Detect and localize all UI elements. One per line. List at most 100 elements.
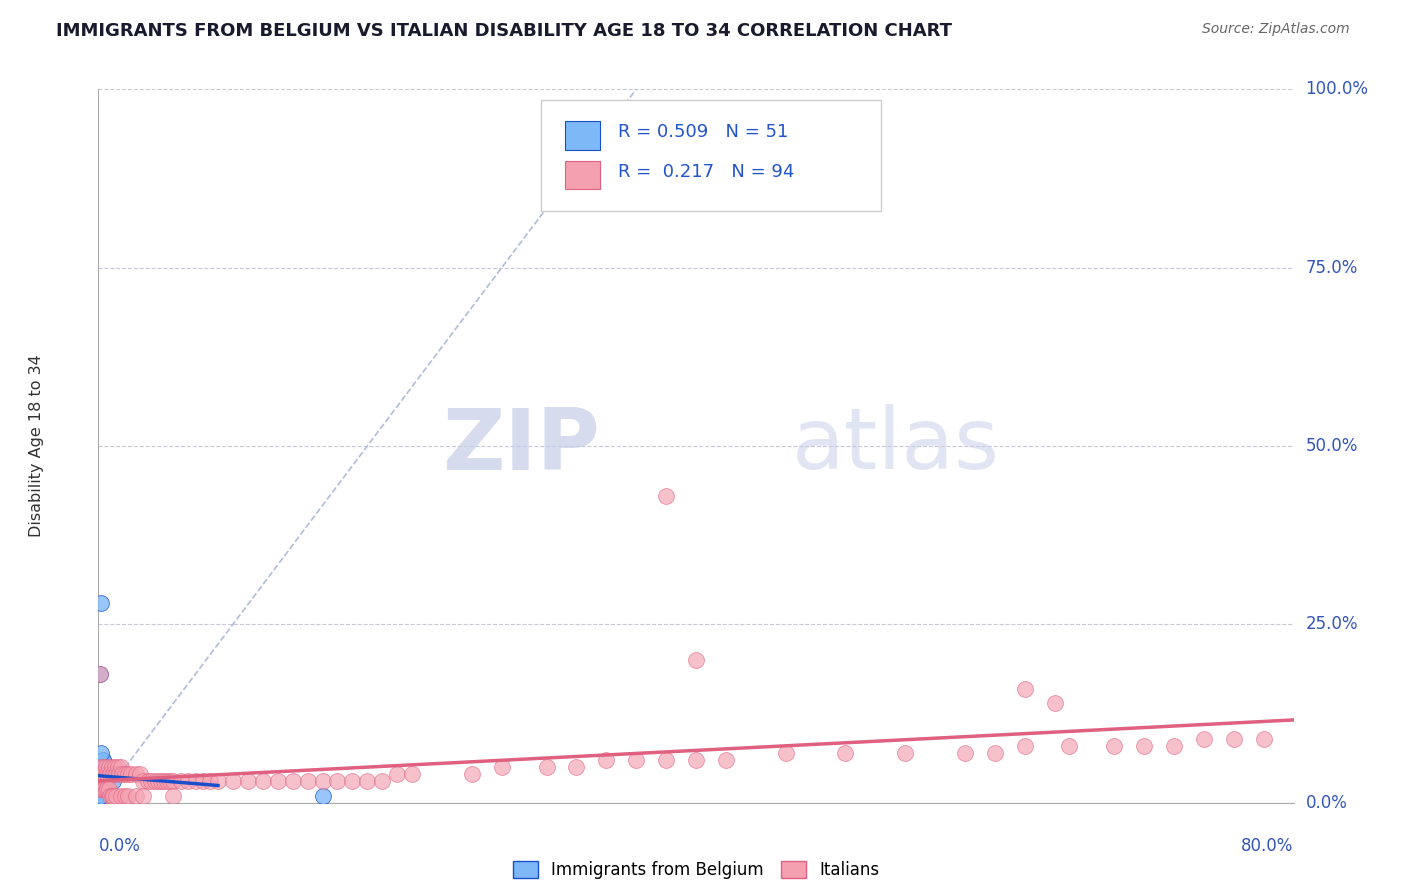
Point	[159, 774, 181, 789]
Point	[775, 746, 797, 760]
Text: 0.0%: 0.0%	[1306, 794, 1347, 812]
Point	[184, 774, 207, 789]
Point	[89, 760, 111, 774]
Point	[129, 767, 152, 781]
Point	[311, 789, 333, 803]
Point	[132, 789, 155, 803]
Point	[153, 774, 176, 789]
Point	[101, 760, 124, 774]
Point	[90, 789, 112, 803]
Point	[834, 746, 856, 760]
Point	[125, 767, 148, 781]
Point	[89, 789, 111, 803]
Point	[461, 767, 484, 781]
Text: 25.0%: 25.0%	[1306, 615, 1358, 633]
Text: 100.0%: 100.0%	[1306, 80, 1368, 98]
Point	[89, 781, 111, 796]
Point	[1104, 739, 1126, 753]
Point	[120, 767, 142, 781]
Point	[89, 774, 111, 789]
Point	[90, 767, 112, 781]
Point	[281, 774, 304, 789]
Text: Disability Age 18 to 34: Disability Age 18 to 34	[28, 355, 44, 537]
Point	[267, 774, 290, 789]
Point	[89, 760, 111, 774]
Point	[169, 774, 191, 789]
Text: Source: ZipAtlas.com: Source: ZipAtlas.com	[1202, 22, 1350, 37]
Point	[89, 767, 111, 781]
Point	[90, 767, 112, 781]
Text: R =  0.217   N = 94: R = 0.217 N = 94	[619, 162, 794, 181]
Point	[356, 774, 378, 789]
Point	[117, 767, 139, 781]
Point	[624, 753, 647, 767]
Point	[89, 767, 111, 781]
Point	[1253, 731, 1275, 746]
Point	[685, 653, 707, 667]
Point	[89, 789, 111, 803]
Point	[96, 781, 118, 796]
FancyBboxPatch shape	[540, 100, 882, 211]
Point	[1192, 731, 1215, 746]
Point	[385, 767, 409, 781]
Point	[125, 789, 148, 803]
Point	[401, 767, 423, 781]
Point	[983, 746, 1005, 760]
Point	[89, 774, 111, 789]
Point	[90, 774, 112, 789]
Point	[89, 781, 111, 796]
Point	[103, 767, 125, 781]
Point	[565, 760, 588, 774]
Point	[953, 746, 976, 760]
Point	[91, 753, 114, 767]
Point	[342, 774, 364, 789]
Legend: Immigrants from Belgium, Italians: Immigrants from Belgium, Italians	[506, 854, 886, 886]
Text: 75.0%: 75.0%	[1306, 259, 1358, 277]
Point	[91, 760, 114, 774]
Point	[207, 774, 229, 789]
Point	[89, 781, 111, 796]
Point	[91, 760, 114, 774]
Point	[89, 774, 111, 789]
Point	[1133, 739, 1156, 753]
Point	[311, 774, 333, 789]
Point	[894, 746, 917, 760]
Point	[90, 767, 112, 781]
Point	[655, 753, 678, 767]
Point	[236, 774, 259, 789]
Point	[103, 789, 125, 803]
Point	[90, 760, 112, 774]
Text: ZIP: ZIP	[443, 404, 600, 488]
Point	[156, 774, 179, 789]
Point	[714, 753, 737, 767]
Point	[90, 596, 112, 610]
Point	[93, 781, 115, 796]
Point	[148, 774, 170, 789]
Point	[89, 667, 111, 681]
Point	[114, 767, 136, 781]
Point	[89, 760, 111, 774]
Point	[136, 774, 159, 789]
Point	[89, 781, 111, 796]
Point	[110, 789, 132, 803]
Point	[89, 789, 111, 803]
Point	[89, 789, 111, 803]
Point	[90, 760, 112, 774]
Point	[89, 781, 111, 796]
Point	[110, 760, 132, 774]
Point	[685, 753, 707, 767]
Point	[89, 774, 111, 789]
Point	[132, 774, 155, 789]
Point	[91, 781, 114, 796]
Point	[1043, 696, 1066, 710]
Point	[222, 774, 245, 789]
Point	[595, 753, 617, 767]
Point	[89, 760, 111, 774]
Point	[89, 774, 111, 789]
Point	[89, 789, 111, 803]
Point	[89, 781, 111, 796]
Point	[89, 667, 111, 681]
Point	[89, 767, 111, 781]
Point	[89, 789, 111, 803]
Point	[150, 774, 173, 789]
